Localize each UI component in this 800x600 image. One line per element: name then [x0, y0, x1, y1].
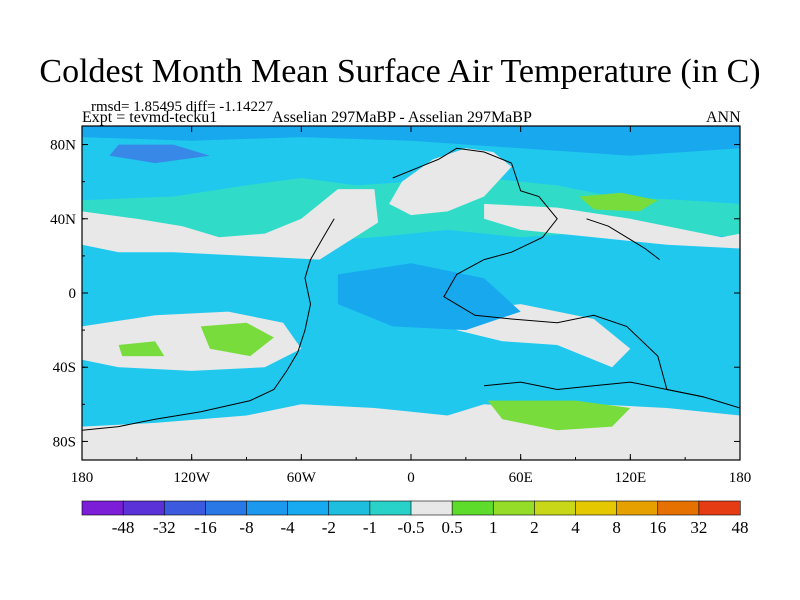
colorbar-label: -16: [194, 518, 217, 537]
colorbar-swatch: [657, 500, 700, 516]
coastline-north-coast: [392, 158, 439, 179]
region-cold-patch-central: [337, 263, 521, 331]
plot-title: Coldest Month Mean Surface Air Temperatu…: [39, 53, 761, 90]
lat-tick-label: 40S: [53, 360, 76, 376]
coastline-pangea-east-coast: [438, 147, 740, 409]
axis-ticks: 80N 40N 0 40S 80S 180 120W 60W 0 60E 120E 180: [50, 126, 751, 486]
temperature-fields: [82, 126, 740, 460]
colorbar-swatch: [616, 500, 659, 516]
stats-line: rmsd= 1.85495 diff= -1.14227: [91, 99, 274, 115]
season-label: ANN: [706, 109, 741, 126]
colorbar-swatch: [575, 500, 618, 516]
colorbar-swatch: [246, 500, 289, 516]
lat-tick-label: 0: [69, 286, 77, 302]
coastline-laurasia-west-coast: [82, 218, 335, 431]
lon-tick-label: 180: [729, 470, 752, 486]
colorbar-label: 2: [530, 518, 539, 537]
lon-tick-label: 60E: [509, 470, 533, 486]
colorbar-swatch: [698, 500, 741, 516]
colorbar-label: 0.5: [441, 518, 462, 537]
colorbar-label: 1: [489, 518, 498, 537]
coastlines: [82, 147, 740, 431]
lon-tick-label: 0: [407, 470, 415, 486]
region-green-south-pacific: [200, 322, 274, 357]
region-warm-white-laurasia: [389, 148, 512, 216]
colorbar-swatch: [492, 500, 535, 516]
colorbar-swatch: [410, 500, 453, 516]
colorbar-swatch: [328, 500, 371, 516]
coastline-south-islands: [484, 381, 704, 398]
region-green-east-asia: [579, 192, 658, 212]
colorbar-label: -4: [281, 518, 296, 537]
colorbar-label: -48: [112, 518, 135, 537]
lat-tick-label: 80N: [50, 138, 76, 154]
colorbar-swatch: [534, 500, 577, 516]
lat-tick-label: 80S: [53, 434, 76, 450]
comparison-line: Asselian 297MaBP - Asselian 297MaBP: [272, 109, 532, 126]
lat-tick-label: 40N: [50, 212, 76, 228]
colorbar: -48 -32 -16 -8 -4 -2 -1 -0.5 0.5 1 2 4 8 16 32 48: [81, 500, 749, 537]
region-cold-band-north: [82, 126, 740, 156]
colorbar-label: 4: [571, 518, 580, 537]
experiment-line: Expt = tevmd-tecku1: [82, 109, 218, 126]
region-green-small-south: [118, 341, 165, 357]
colorbar-swatch: [369, 500, 412, 516]
colorbar-swatch: [163, 500, 206, 516]
colorbar-swatch: [81, 500, 124, 516]
lon-tick-label: 180: [71, 470, 94, 486]
colorbar-swatch: [205, 500, 248, 516]
lon-tick-label: 60W: [287, 470, 317, 486]
colorbar-label: -2: [322, 518, 336, 537]
colorbar-swatch: [287, 500, 330, 516]
region-deep-cold-north-pacific: [109, 144, 210, 164]
colorbar-swatch: [122, 500, 165, 516]
coastline-cimmeria: [586, 218, 660, 260]
colorbar-swatch: [451, 500, 494, 516]
colorbar-label: 8: [612, 518, 621, 537]
colorbar-label: 16: [649, 518, 666, 537]
colorbar-label: -32: [153, 518, 176, 537]
region-warm-white-north-pacific: [82, 189, 379, 260]
region-green-gondwana: [487, 400, 631, 431]
region-white-antarctic-lower: [82, 441, 740, 460]
colorbar-label: -1: [363, 518, 377, 537]
region-warm-white-tethys: [484, 203, 740, 249]
colorbar-label: -0.5: [398, 518, 425, 537]
colorbar-label: 32: [690, 518, 707, 537]
colorbar-label: 48: [732, 518, 749, 537]
lon-tick-label: 120E: [614, 470, 646, 486]
colorbar-label: -8: [239, 518, 253, 537]
lon-tick-label: 120W: [173, 470, 211, 486]
